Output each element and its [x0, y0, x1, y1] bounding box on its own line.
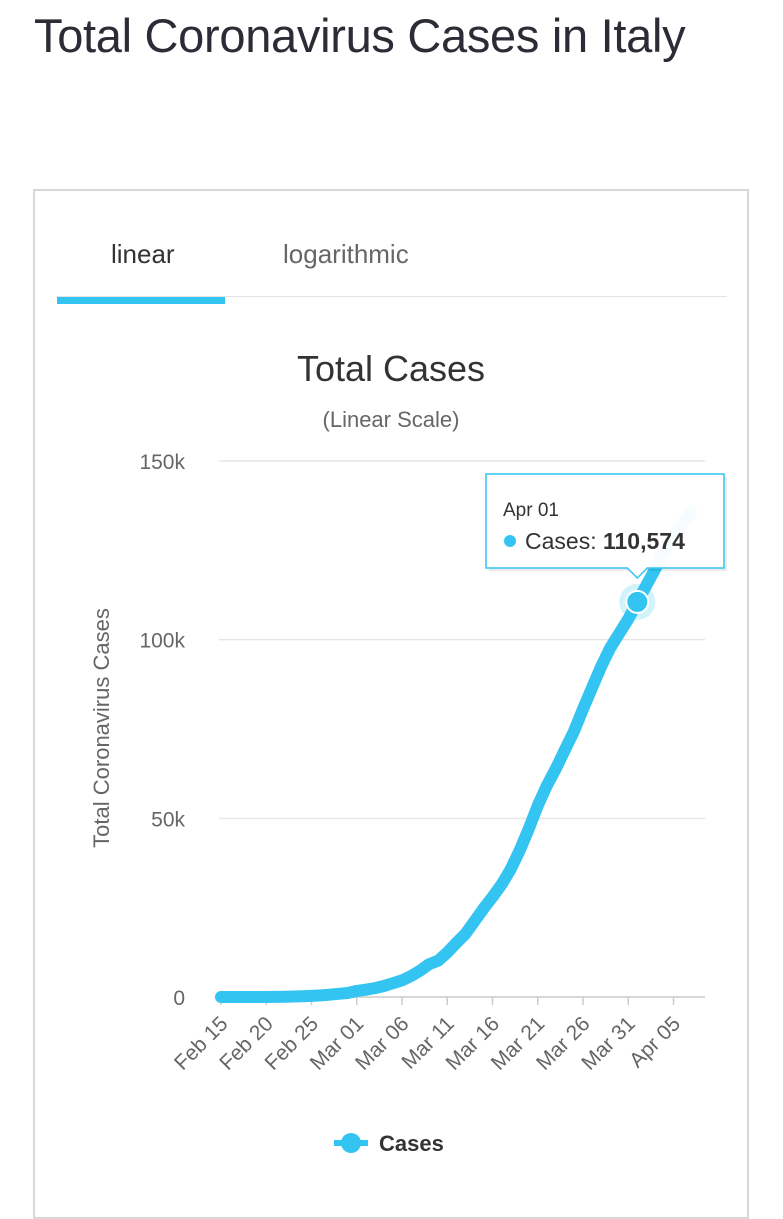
page-title: Total Coronavirus Cases in Italy: [34, 9, 686, 62]
tab-active-indicator: [57, 297, 225, 304]
chart-title: Total Cases: [297, 348, 485, 389]
y-tick-label: 150k: [139, 451, 185, 474]
legend-label-cases[interactable]: Cases: [379, 1131, 444, 1156]
tab-linear[interactable]: linear: [111, 239, 175, 269]
y-tick-label: 0: [173, 987, 185, 1010]
chart-subtitle: (Linear Scale): [323, 407, 460, 432]
x-tick-label: Apr 05: [625, 1012, 685, 1072]
scale-tabs: linear logarithmic: [57, 191, 727, 304]
tooltip-box: [485, 473, 725, 580]
tab-logarithmic[interactable]: logarithmic: [283, 239, 409, 269]
y-tick-label: 50k: [151, 808, 185, 831]
tooltip-value: Cases: 110,574: [525, 528, 685, 554]
hover-point[interactable]: [625, 589, 650, 614]
legend[interactable]: Cases: [334, 1131, 444, 1156]
y-axis-label: Total Coronavirus Cases: [89, 608, 114, 848]
chart-card: linear logarithmic: [33, 189, 749, 1219]
tab-divider: [57, 296, 727, 297]
series-line-cases[interactable]: [215, 506, 698, 1003]
tooltip-series-dot: [504, 535, 516, 547]
tooltip-date: Apr 01: [503, 500, 559, 521]
legend-marker-cases: [341, 1133, 361, 1153]
y-tick-label: 100k: [139, 630, 185, 653]
